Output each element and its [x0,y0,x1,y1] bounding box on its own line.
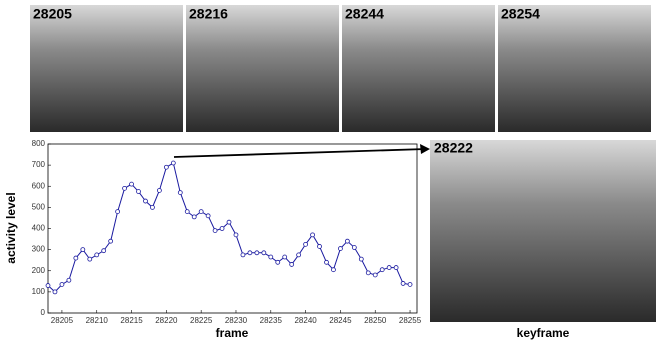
y-tick-label: 100 [32,287,46,296]
point [206,214,210,218]
point [290,262,294,266]
y-tick-label: 400 [32,224,46,233]
point [408,282,412,286]
thumbnails: 28205 28216 28244 28254 [30,5,651,132]
thumbnail-label: 28205 [33,6,72,22]
point [67,278,71,282]
point [60,282,64,286]
y-tick-label: 800 [32,139,46,148]
point [171,161,175,165]
point [359,257,363,261]
point [269,255,273,259]
point [137,190,141,194]
y-tick-label: 600 [32,181,46,190]
x-tick-label: 28240 [294,316,317,325]
point [283,255,287,259]
point [220,227,224,231]
figure: 28205 28216 28244 28254 28222 keyframe fram… [0,0,672,344]
point [192,215,196,219]
x-tick-label: 28235 [260,316,283,325]
x-tick-label: 28225 [190,316,213,325]
point [324,260,328,264]
thumbnail-image [30,5,183,132]
arrow-head [420,144,430,154]
thumbnail-label: 28216 [189,6,228,22]
point [130,182,134,186]
point [116,210,120,214]
x-tick-label: 28245 [329,316,352,325]
point [297,253,301,257]
point [255,251,259,255]
keyframe-image [430,140,656,322]
x-tick-label: 28250 [364,316,387,325]
point [352,246,356,250]
thumbnail-image [186,5,339,132]
point [74,256,78,260]
y-tick-label: 500 [32,202,46,211]
point [338,247,342,251]
point [318,244,322,248]
point [276,260,280,264]
thumbnail-label: 28244 [345,6,384,22]
point [227,220,231,224]
y-axis-label: activity level [4,192,18,263]
point [102,249,106,253]
y-tick-label: 300 [32,245,46,254]
point [234,233,238,237]
point [248,251,252,255]
arrow [174,149,426,157]
point [53,290,57,294]
point [143,199,147,203]
point [401,281,405,285]
point [387,266,391,270]
point [373,273,377,277]
line [48,163,410,292]
point [95,253,99,257]
point [109,239,113,243]
point [178,191,182,195]
point [345,239,349,243]
x-tick-label: 28210 [86,316,109,325]
x-tick-label: 28215 [120,316,143,325]
x-tick-label: 28205 [51,316,74,325]
x-tick-label: 28230 [225,316,248,325]
point [199,210,203,214]
point [150,205,154,209]
point [88,257,92,261]
point [331,268,335,272]
y-tick-label: 0 [41,308,46,317]
y-tick-label: 700 [32,160,46,169]
point [164,165,168,169]
point [366,271,370,275]
point [262,251,266,255]
thumbnail-label: 28254 [501,6,540,22]
x-axis-label: frame [216,326,249,340]
thumbnail-image [498,5,651,132]
point [304,242,308,246]
point [213,229,217,233]
point [241,253,245,257]
thumbnail-image [342,5,495,132]
point [157,188,161,192]
x-tick-label: 28255 [399,316,422,325]
point [394,266,398,270]
point [123,186,127,190]
point [311,233,315,237]
point [185,210,189,214]
keyframe-label: 28222 [434,140,473,156]
point [46,284,50,288]
point [81,248,85,252]
keyframe-caption: keyframe [517,326,570,340]
y-tick-label: 200 [32,266,46,275]
x-tick-label: 28220 [155,316,178,325]
point [380,268,384,272]
